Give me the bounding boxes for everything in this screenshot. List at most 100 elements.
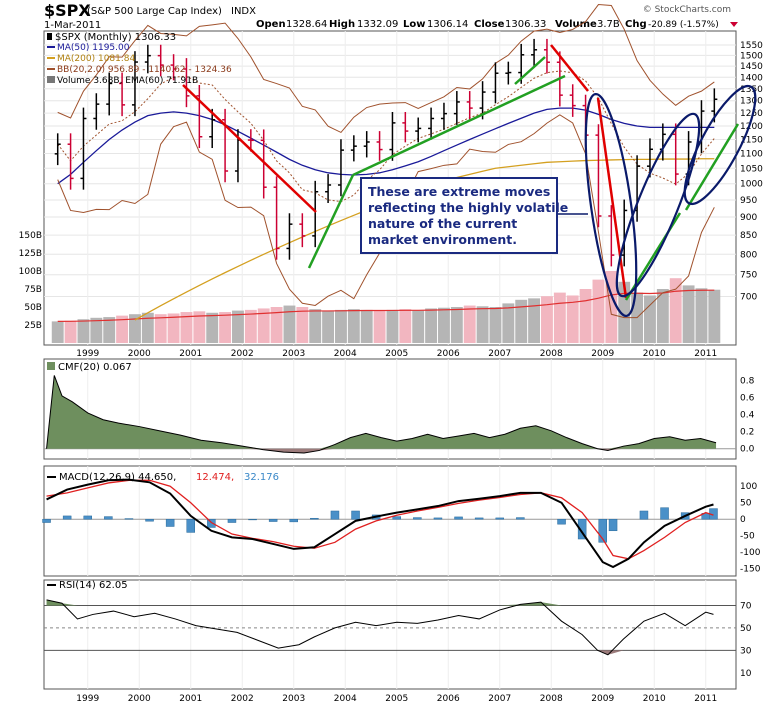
trendline-green-2010 xyxy=(684,123,740,211)
ohlc-volume-label: Volume xyxy=(555,19,597,30)
price-tick-label: 700 xyxy=(740,293,757,303)
macd-histogram-bar xyxy=(104,516,113,520)
volume-bar xyxy=(360,309,373,343)
year-tick-label: 2005 xyxy=(385,694,408,704)
ohlc-chg: -20.89 (-1.57%) xyxy=(648,20,719,30)
rsi-tick-label: 70 xyxy=(740,601,752,611)
macd-histogram-bar xyxy=(495,517,504,520)
volume-bar xyxy=(51,321,64,343)
volume-bar xyxy=(296,307,309,343)
macd-histogram-bar xyxy=(289,518,298,523)
chart-date: 1-Mar-2011 xyxy=(44,20,101,31)
year-tick-label: 1999 xyxy=(76,349,99,359)
volume-bar xyxy=(566,295,579,343)
volume-bar xyxy=(528,298,541,343)
volume-bar xyxy=(438,307,450,343)
rsi-panel xyxy=(43,579,737,690)
rsi-line xyxy=(46,599,714,656)
bb-upper-line xyxy=(57,4,715,134)
price-tick-label: 800 xyxy=(740,250,757,260)
ohlc-close-label: Close xyxy=(474,19,505,30)
volume-bar xyxy=(463,305,476,343)
volume-tick-label: 25B xyxy=(24,321,42,331)
cmf-label: CMF(20) 0.067 xyxy=(58,362,132,373)
ellipse-2010 xyxy=(683,84,757,206)
trendline-red-2008 xyxy=(550,44,589,92)
macd-histogram-bar xyxy=(660,507,669,520)
macd-histogram-bar xyxy=(124,518,134,520)
down-arrow-icon xyxy=(730,22,738,27)
legend-ma200: MA(200) 1081.84 xyxy=(57,54,135,64)
watermark: © StockCharts.com xyxy=(643,5,731,15)
year-tick-label: 2011 xyxy=(694,694,717,704)
price-tick-label: 1300 xyxy=(740,97,763,107)
year-tick-label: 2009 xyxy=(591,694,614,704)
macd-histogram-bar xyxy=(186,518,195,533)
macd-histogram-bar xyxy=(227,518,237,523)
symbol-title: $SPX xyxy=(44,1,91,20)
volume-tick-label: 150B xyxy=(19,231,42,241)
volume-bar xyxy=(167,313,180,343)
macd-histogram-bar xyxy=(608,518,618,532)
volume-bar xyxy=(347,309,360,343)
volume-bar xyxy=(502,303,515,343)
volume-bar xyxy=(322,310,335,343)
price-tick-label: 850 xyxy=(740,231,757,241)
ohlc-chg-label: Chg xyxy=(625,19,647,30)
macd-line xyxy=(46,478,714,569)
volume-bar xyxy=(141,312,154,343)
cmf-legend-swatch xyxy=(47,362,55,370)
macd-histogram-bar xyxy=(165,518,175,527)
macd-histogram-bar xyxy=(454,516,463,520)
annotation-line-3: nature of the current xyxy=(368,216,517,231)
cmf-tick-label: 0.6 xyxy=(740,394,755,404)
year-tick-label: 2007 xyxy=(488,694,511,704)
legend-bb: BB(20,2.0) 956.89 - 1140.62 - 1324.36 xyxy=(57,65,232,75)
bb-middle-line xyxy=(57,70,715,203)
price-tick-label: 1000 xyxy=(740,180,763,190)
trendline-green-2007 xyxy=(514,56,546,85)
price-tick-label: 1100 xyxy=(740,150,763,160)
volume-bar xyxy=(77,319,90,343)
volume-bar xyxy=(425,308,438,343)
ohlc-high-label: High xyxy=(329,19,355,30)
price-tick-label: 1450 xyxy=(740,62,763,72)
year-tick-label: 2006 xyxy=(437,349,460,359)
symbol-exchange: INDX xyxy=(231,6,256,17)
price-tick-label: 1200 xyxy=(740,122,763,132)
legend-volume: Volume 3.68B, EMA(60) 71.91B xyxy=(57,76,198,86)
macd-histogram-bar xyxy=(516,517,525,520)
volume-bar xyxy=(219,312,232,343)
ohlc-high: 1332.09 xyxy=(357,19,398,30)
rsi-tick-label: 30 xyxy=(740,646,752,656)
volume-bar xyxy=(335,309,347,343)
volume-bar xyxy=(399,309,412,343)
year-tick-label: 2004 xyxy=(334,349,357,359)
macd-histogram-bar xyxy=(42,518,51,523)
ohlc-open: 1328.64 xyxy=(286,19,327,30)
legend-swatch-price xyxy=(47,33,52,40)
macd-histogram-bar xyxy=(310,517,319,520)
volume-bar xyxy=(386,309,399,343)
volume-bar xyxy=(541,296,553,343)
rsi-label: RSI(14) 62.05 xyxy=(59,580,128,591)
annotation-line-2: reflecting the highly volatile xyxy=(368,200,568,215)
macd-tick-label: -150 xyxy=(740,565,761,575)
annotation-line-4: market environment. xyxy=(368,232,517,247)
year-tick-label: 2002 xyxy=(231,694,254,704)
volume-bar xyxy=(695,288,708,343)
macd-tick-label: 0 xyxy=(740,515,746,525)
year-tick-label: 2004 xyxy=(334,694,357,704)
year-tick-label: 2010 xyxy=(643,349,666,359)
macd-histogram-bar xyxy=(330,510,340,520)
macd-tick-label: 100 xyxy=(740,482,757,492)
volume-tick-label: 50B xyxy=(24,303,42,313)
trendline-red-2000 xyxy=(182,84,317,213)
volume-bar xyxy=(283,305,296,343)
year-tick-label: 1999 xyxy=(76,694,99,704)
volume-bar xyxy=(103,317,116,343)
year-tick-label: 2009 xyxy=(591,349,614,359)
cmf-line xyxy=(46,375,717,454)
macd-histogram-bar xyxy=(145,518,154,522)
